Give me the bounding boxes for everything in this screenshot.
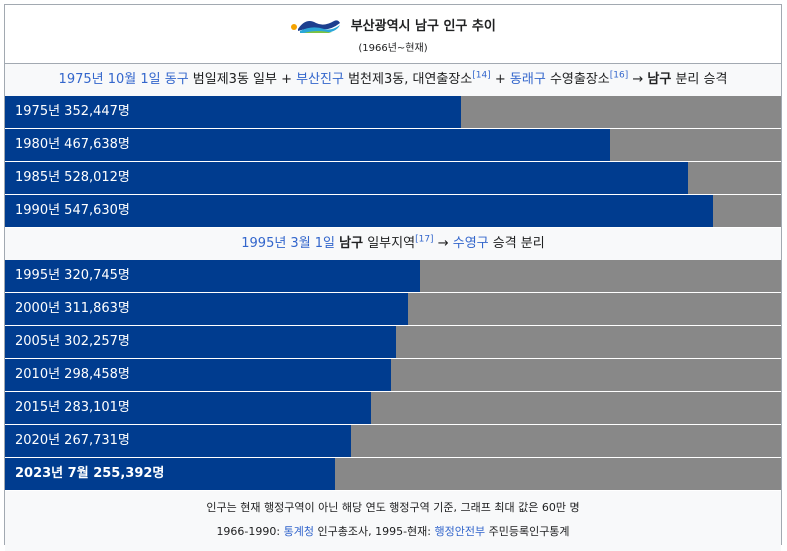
bar — [5, 326, 396, 358]
bar-track: 2005년 302,257명 — [5, 326, 781, 358]
bar-label: 2020년 267,731명 — [15, 433, 130, 448]
bar-track: 1995년 320,745명 — [5, 260, 781, 292]
header-text: 일부지역 — [363, 236, 416, 251]
header-link[interactable]: 통계청 — [283, 525, 314, 538]
bar — [5, 96, 461, 128]
footnote-ref[interactable]: [14] — [472, 70, 491, 81]
header-text: 주민등록인구통계 — [485, 525, 570, 538]
header-text: 인구는 현재 행정구역이 아닌 해당 연도 행정구역 기준, 그래프 최대 값은… — [206, 501, 580, 514]
chart-body: 1975년 10월 1일 동구 범일제3동 일부 + 부산진구 범천제3동, 대… — [5, 64, 781, 490]
bar-track: 2023년 7월 255,392명 — [5, 458, 781, 490]
bar-track: 1985년 528,012명 — [5, 162, 781, 194]
header-text: 범천제3동, 대연출장소 — [343, 72, 473, 87]
header-text: 수영출장소 — [545, 72, 610, 87]
header-link[interactable]: 부산진구 — [296, 72, 344, 87]
bar-label: 1980년 467,638명 — [15, 137, 130, 152]
period-header-2: 1995년 3월 1일 남구 일부지역[17] → 수영구 승격 분리 — [5, 228, 781, 260]
bar — [5, 392, 372, 424]
bar-label: 2023년 7월 255,392명 — [15, 466, 165, 481]
bar-track: 1990년 547,630명 — [5, 195, 781, 227]
bar — [5, 293, 409, 325]
bar-label: 1990년 547,630명 — [15, 203, 130, 218]
header-bold-text: 남구 — [339, 236, 364, 251]
footer-line-1: 인구는 현재 행정구역이 아닌 해당 연도 행정구역 기준, 그래프 최대 값은… — [5, 499, 781, 515]
header-text: 승격 분리 — [488, 236, 545, 251]
population-chart-box: 부산광역시 남구 인구 추이 (1966년~현재) 1975년 10월 1일 동… — [4, 4, 782, 551]
bar-label: 2005년 302,257명 — [15, 334, 130, 349]
bar-label: 2015년 283,101명 — [15, 400, 130, 415]
bar — [5, 162, 688, 194]
bar-track: 2015년 283,101명 — [5, 392, 781, 424]
bar — [5, 359, 391, 391]
header-bold-text: 남구 — [647, 72, 672, 87]
header-link[interactable]: 행정안전부 — [434, 525, 486, 538]
bar-track: 2010년 298,458명 — [5, 359, 781, 391]
header-link[interactable]: 수영구 — [452, 236, 489, 251]
header-text: 범일제3동 일부 + — [188, 72, 297, 87]
bar — [5, 129, 610, 161]
bar-track: 2020년 267,731명 — [5, 425, 781, 457]
bar-label: 2010년 298,458명 — [15, 367, 130, 382]
header-text: → — [433, 236, 453, 251]
header-text: → — [628, 72, 648, 87]
header-text: 인구총조사, 1995-현재: — [313, 525, 435, 538]
chart-title: 부산광역시 남구 인구 추이 — [350, 19, 496, 34]
header-link[interactable]: 동구 — [164, 72, 189, 87]
bar-track: 1980년 467,638명 — [5, 129, 781, 161]
bar-track: 1975년 352,447명 — [5, 96, 781, 128]
bar-label: 1995년 320,745명 — [15, 268, 130, 283]
chart-title-area: 부산광역시 남구 인구 추이 (1966년~현재) — [5, 5, 781, 64]
bar-label: 2000년 311,863명 — [15, 301, 130, 316]
bar-label: 1985년 528,012명 — [15, 170, 130, 185]
chart-subtitle: (1966년~현재) — [358, 43, 428, 54]
header-text: 분리 승격 — [671, 72, 728, 87]
header-text: + — [490, 72, 510, 87]
bar — [5, 425, 352, 457]
busan-wave-logo-icon — [291, 20, 341, 33]
bar — [5, 260, 420, 292]
bar-track: 2000년 311,863명 — [5, 293, 781, 325]
header-link[interactable]: 1975년 10월 1일 — [58, 72, 161, 87]
bar — [5, 195, 714, 227]
header-link[interactable]: 1995년 3월 1일 — [241, 236, 336, 251]
bar — [5, 458, 336, 490]
header-text: 1966-1990: — [216, 525, 284, 538]
footnote-ref[interactable]: [16] — [609, 70, 629, 81]
chart-footer: 인구는 현재 행정구역이 아닌 해당 연도 행정구역 기준, 그래프 최대 값은… — [5, 491, 781, 551]
header-link[interactable]: 동래구 — [509, 72, 546, 87]
bar-label: 1975년 352,447명 — [15, 104, 130, 119]
footer-line-2: 1966-1990: 통계청 인구총조사, 1995-현재: 행정안전부 주민등… — [5, 523, 781, 539]
footnote-ref[interactable]: [17] — [415, 234, 434, 245]
period-header-1: 1975년 10월 1일 동구 범일제3동 일부 + 부산진구 범천제3동, 대… — [5, 64, 781, 96]
